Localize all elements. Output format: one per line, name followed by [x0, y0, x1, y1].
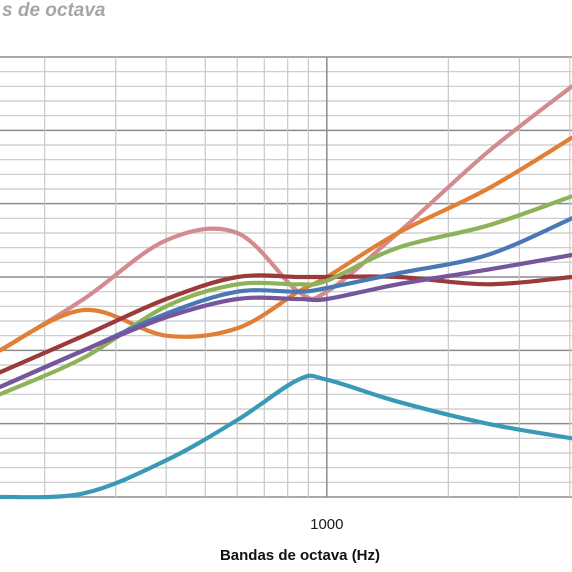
- series-line-3: [0, 273, 572, 375]
- x-tick-label: 1000: [310, 516, 343, 533]
- x-axis-title: Bandas de octava (Hz): [220, 547, 380, 564]
- chart-title: s de octava: [2, 0, 106, 21]
- x-tick-labels: 1000: [310, 516, 343, 533]
- series-lines: [0, 84, 572, 500]
- series-line-6: [0, 252, 572, 390]
- series-line-5: [0, 216, 572, 390]
- series-line-4: [0, 194, 572, 397]
- series-line-7: [0, 373, 572, 500]
- gridlines: [0, 56, 572, 498]
- series-line-2: [0, 135, 572, 353]
